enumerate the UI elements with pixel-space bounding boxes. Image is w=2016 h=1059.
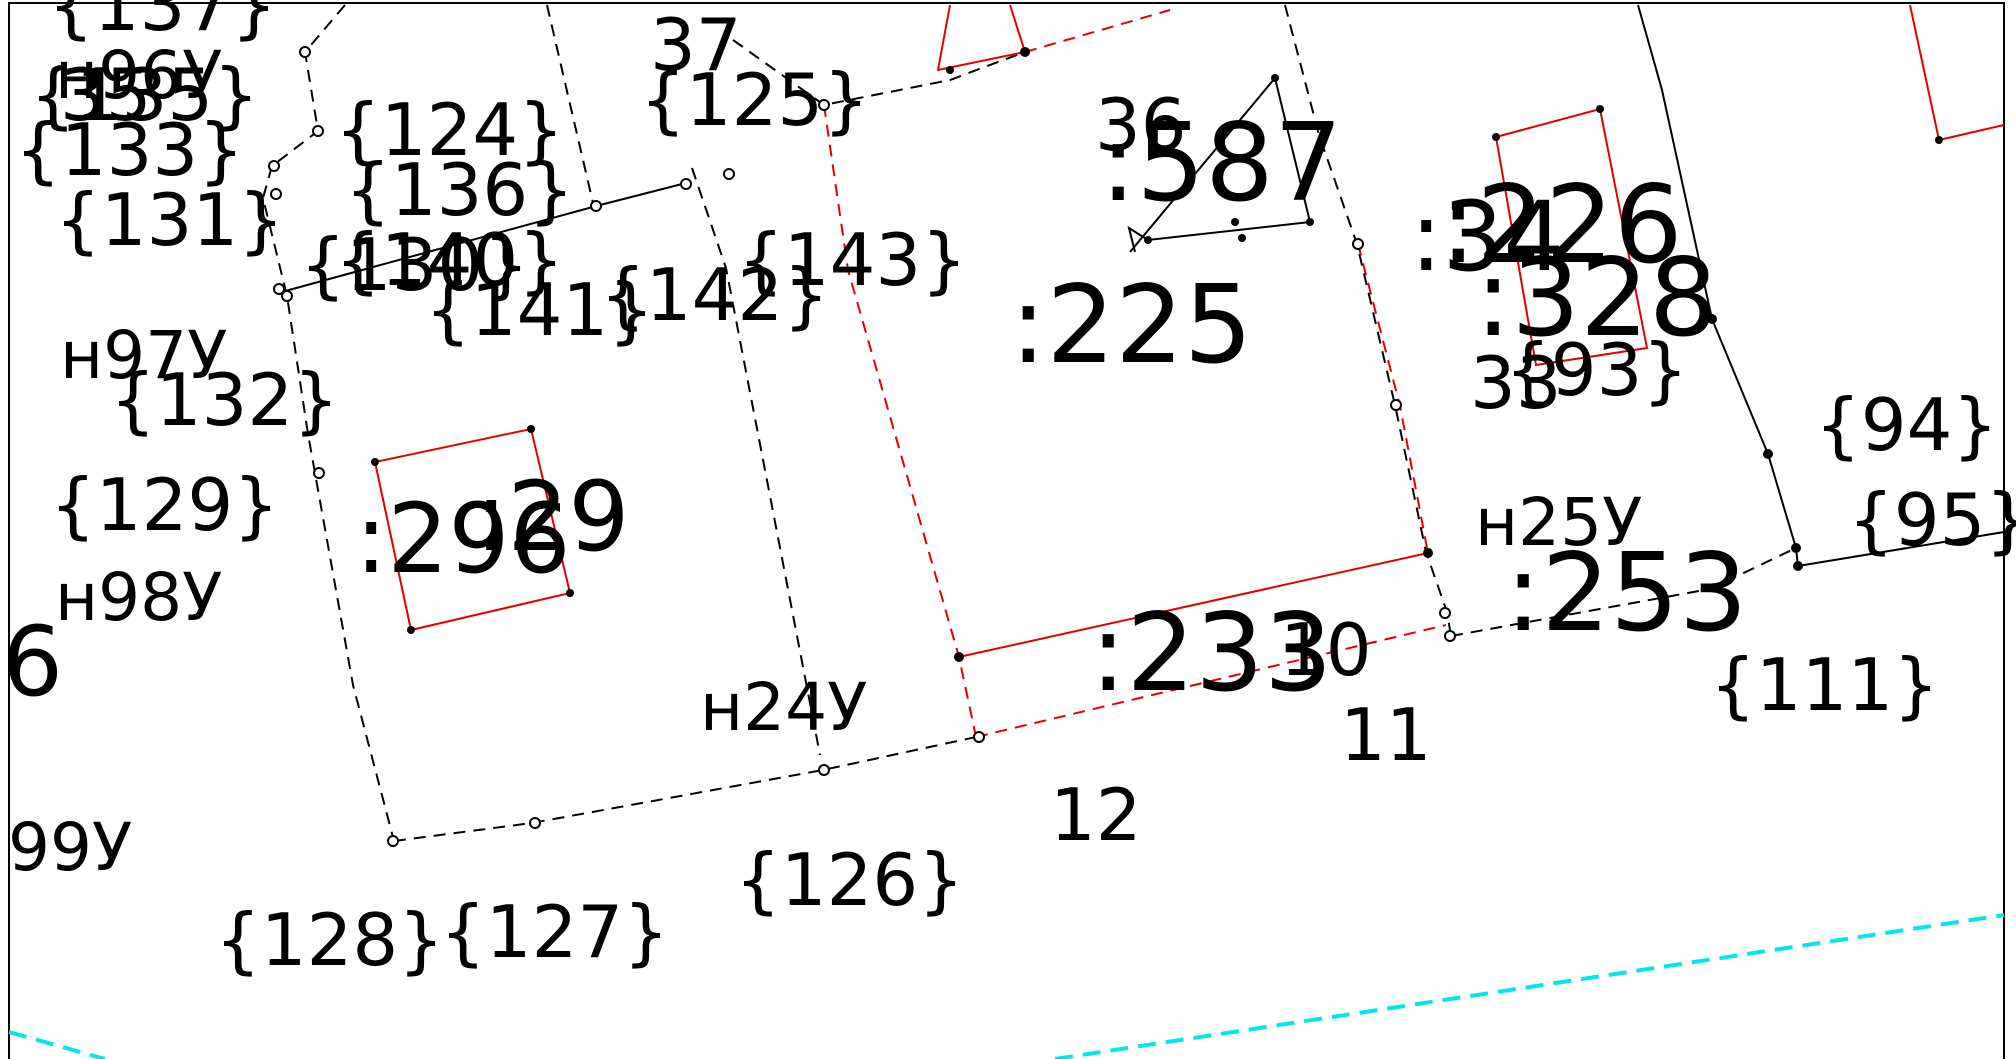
label-131: {131} bbox=[55, 178, 284, 262]
label-33: 33 bbox=[1470, 341, 1562, 425]
label-127: {127} bbox=[440, 890, 669, 974]
label-34: :34 bbox=[1410, 181, 1565, 293]
label-11: 11 bbox=[1340, 693, 1432, 777]
label-10: 10 bbox=[1280, 608, 1372, 692]
label-226: :226 bbox=[1440, 163, 1683, 288]
label-143: {143} bbox=[738, 218, 967, 302]
label-29: :29 bbox=[475, 461, 630, 573]
label-130: {130} bbox=[300, 223, 529, 307]
label-124: {124} bbox=[335, 88, 564, 172]
label-133: {133} bbox=[15, 108, 244, 192]
label-135: {135} bbox=[30, 53, 259, 137]
label-233: :233 bbox=[1090, 591, 1333, 716]
zone-boundary-lines bbox=[8, 913, 2005, 1059]
label-141: {141} bbox=[425, 268, 654, 352]
label-129: {129} bbox=[50, 463, 279, 547]
label-328: :328 bbox=[1475, 236, 1718, 361]
parcel-labels: {137} 35 н96У {135} {133} {131} {124} {1… bbox=[2, 0, 2016, 982]
label-142: {142} bbox=[600, 253, 829, 337]
label-296: :296 bbox=[355, 483, 571, 595]
label-140: {140} bbox=[335, 218, 564, 302]
label-99u: 99У bbox=[8, 809, 132, 886]
label-36: 36 bbox=[1095, 83, 1187, 167]
label-587: :587 bbox=[1100, 101, 1343, 226]
label-n96u: н96У bbox=[55, 37, 222, 114]
label-126: {126} bbox=[735, 838, 964, 922]
label-136: {136} bbox=[345, 148, 574, 232]
label-37: 37 bbox=[650, 3, 742, 87]
label-n24u: н24У bbox=[700, 669, 867, 746]
label-n97u: н97У bbox=[60, 317, 227, 394]
label-93: {93} bbox=[1505, 328, 1688, 412]
label-94: {94} bbox=[1815, 383, 1998, 467]
label-n25u: н25У bbox=[1475, 484, 1642, 561]
label-111: {111} bbox=[1710, 643, 1939, 727]
label-12: 12 bbox=[1050, 773, 1142, 857]
label-137: {137} bbox=[48, 0, 277, 47]
label-95: {95} bbox=[1848, 478, 2016, 562]
map-frame bbox=[8, 2, 2005, 1059]
label-n98u: н98У bbox=[55, 559, 222, 636]
boundary-vertices bbox=[268, 46, 1456, 847]
label-35: 35 bbox=[60, 53, 152, 137]
label-6: 6 bbox=[2, 606, 63, 718]
label-225: :225 bbox=[1010, 263, 1253, 388]
label-125: {125} bbox=[640, 58, 869, 142]
label-132: {132} bbox=[110, 358, 339, 442]
label-128: {128} bbox=[215, 898, 444, 982]
fixed-points bbox=[371, 47, 1943, 662]
label-253: :253 bbox=[1505, 531, 1748, 656]
